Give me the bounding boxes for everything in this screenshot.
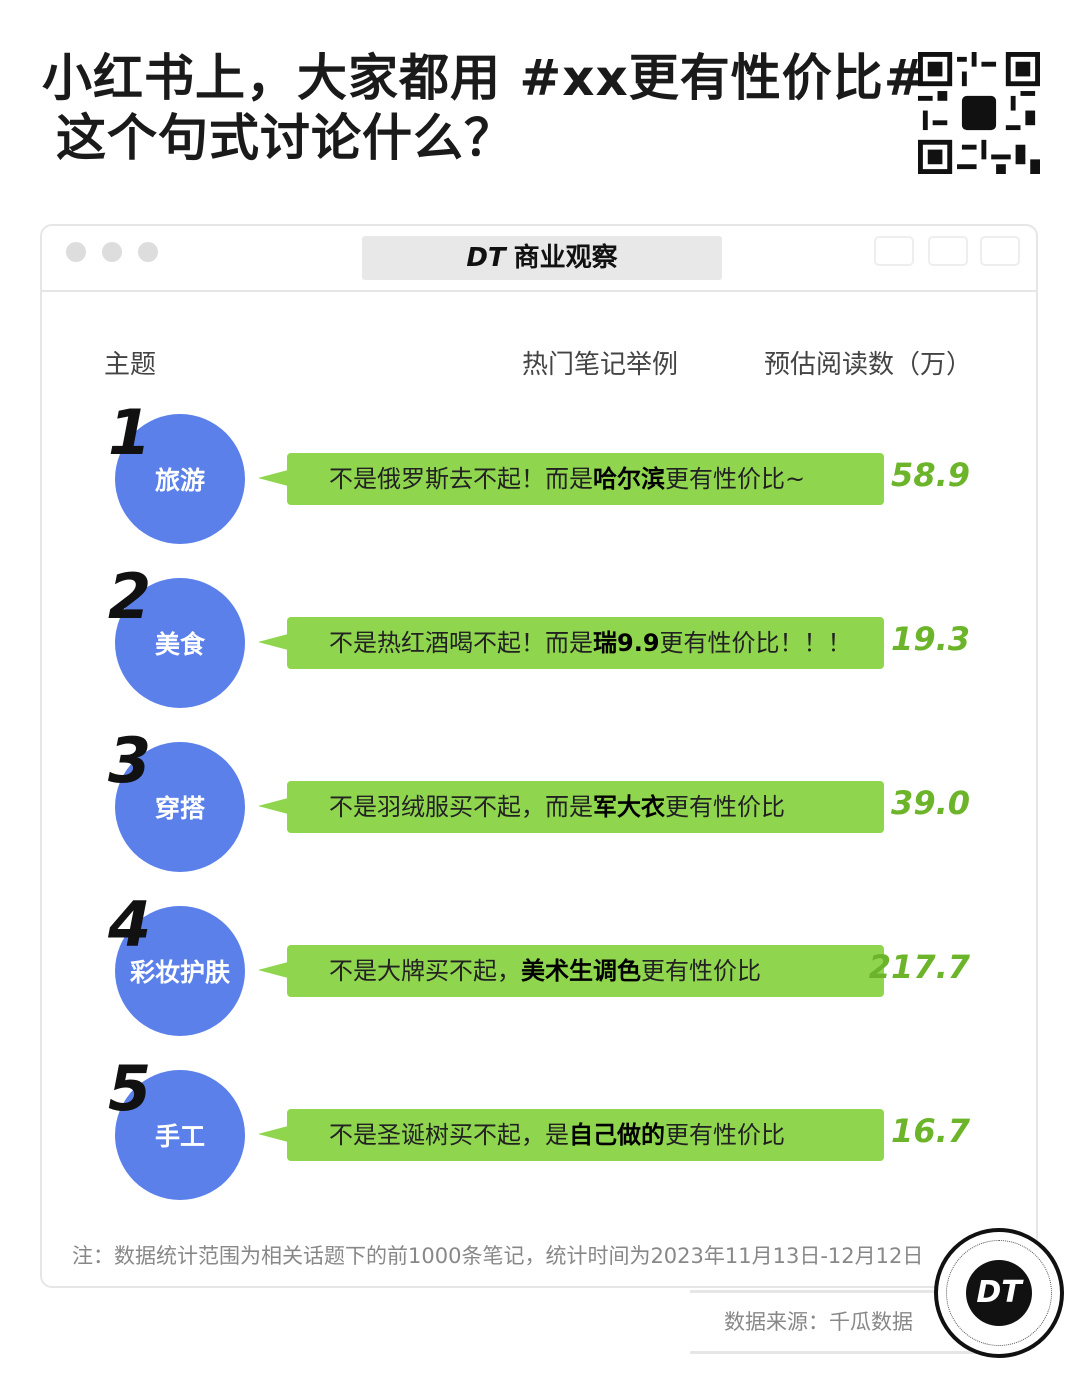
example-note-bubble: 不是大牌买不起，美术生调色更有性价比 [287, 945, 884, 997]
browser-window-frame: DT 商业观察 [40, 224, 1038, 1288]
example-note-bubble: 不是羽绒服买不起，而是军大衣更有性价比 [287, 781, 884, 833]
title-line-2: 这个句式讨论什么？ [56, 109, 515, 167]
record-icon [874, 236, 914, 266]
example-note-bubble: 不是俄罗斯去不起！而是哈尔滨更有性价比~ [287, 453, 884, 505]
qr-code-icon [918, 52, 1040, 174]
example-text: 不是羽绒服买不起，而是 [329, 793, 593, 821]
topic-row: 彩妆护肤 4 不是大牌买不起，美术生调色更有性价比 217.7 [0, 888, 1080, 1036]
rank-number: 1 [108, 396, 152, 469]
example-text: 不是俄罗斯去不起！而是 [329, 465, 593, 493]
topic-label: 美食 [154, 630, 205, 659]
brand-mark: DT [466, 243, 506, 273]
maximize-icon [138, 242, 158, 262]
logo-mark: DT [966, 1260, 1032, 1326]
example-text: 不是圣诞树买不起，是 [329, 1121, 569, 1149]
example-text-end: 更有性价比 [641, 957, 761, 985]
topic-row: 旅游 1 不是俄罗斯去不起！而是哈尔滨更有性价比~ 58.9 [0, 396, 1080, 544]
topic-circle: 穿搭 [115, 742, 245, 872]
example-highlight: 美术生调色 [521, 957, 641, 985]
topic-row: 美食 2 不是热红酒喝不起！而是瑞9.9更有性价比！！！ 19.3 [0, 560, 1080, 708]
speech-bubble-tail [258, 1126, 288, 1142]
topic-label: 穿搭 [154, 794, 205, 823]
example-highlight: 自己做的 [569, 1121, 665, 1149]
rank-number: 2 [108, 560, 152, 633]
read-count: 39.0 [891, 784, 970, 822]
column-header-example: 热门笔记举例 [522, 350, 679, 380]
minimize-icon [102, 242, 122, 262]
close-icon [66, 242, 86, 262]
logo-ring [946, 1240, 1052, 1346]
example-note-bubble: 不是圣诞树买不起，是自己做的更有性价比 [287, 1109, 884, 1161]
dt-logo: DT [934, 1228, 1064, 1358]
page-title: 小红书上，大家都用 #xx更有性价比# 这个句式讨论什么？ [42, 48, 927, 168]
column-header-reads: 预估阅读数（万） [764, 350, 973, 380]
example-highlight: 瑞9.9 [593, 629, 660, 657]
brand-bar: DT 商业观察 [362, 236, 722, 280]
footnote: 注：数据统计范围为相关话题下的前1000条笔记，统计时间为2023年11月13日… [72, 1244, 924, 1268]
copy-icon [980, 236, 1020, 266]
example-highlight: 哈尔滨 [593, 465, 665, 493]
topic-circle: 彩妆护肤 [115, 906, 245, 1036]
speech-bubble-tail [258, 798, 288, 814]
rank-number: 3 [108, 724, 152, 797]
share-icon [928, 236, 968, 266]
read-count: 16.7 [891, 1112, 970, 1150]
column-header-topic: 主题 [104, 350, 157, 380]
topic-label: 旅游 [154, 466, 205, 495]
example-text: 不是大牌买不起， [329, 957, 521, 985]
rank-number: 4 [108, 888, 152, 961]
title-line-1: 小红书上，大家都用 #xx更有性价比# [42, 49, 927, 107]
example-text: 不是热红酒喝不起！而是 [329, 629, 593, 657]
example-text-end: 更有性价比 [665, 793, 785, 821]
topic-circle: 美食 [115, 578, 245, 708]
example-highlight: 军大衣 [593, 793, 665, 821]
example-text-end: 更有性价比~ [665, 465, 806, 493]
brand-name: 商业观察 [513, 243, 618, 273]
topic-label: 手工 [154, 1122, 205, 1151]
speech-bubble-tail [258, 634, 288, 650]
read-count: 58.9 [891, 456, 970, 494]
window-title-bar: DT 商业观察 [42, 226, 1036, 292]
topic-label: 彩妆护肤 [129, 958, 230, 987]
speech-bubble-tail [258, 470, 288, 486]
topic-circle: 手工 [115, 1070, 245, 1200]
topic-row: 穿搭 3 不是羽绒服买不起，而是军大衣更有性价比 39.0 [0, 724, 1080, 872]
example-note-bubble: 不是热红酒喝不起！而是瑞9.9更有性价比！！！ [287, 617, 884, 669]
topic-row: 手工 5 不是圣诞树买不起，是自己做的更有性价比 16.7 [0, 1052, 1080, 1200]
read-count: 217.7 [868, 948, 970, 986]
example-text-end: 更有性价比！！！ [659, 629, 852, 657]
topic-circle: 旅游 [115, 414, 245, 544]
data-source: 数据来源：千瓜数据 [724, 1310, 913, 1334]
example-text-end: 更有性价比 [665, 1121, 785, 1149]
read-count: 19.3 [891, 620, 970, 658]
speech-bubble-tail [258, 962, 288, 978]
rank-number: 5 [108, 1052, 152, 1125]
source-tab [690, 1290, 990, 1354]
